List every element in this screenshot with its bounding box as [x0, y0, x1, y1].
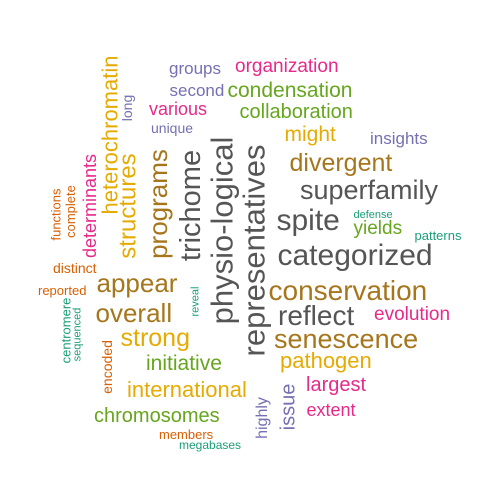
word-insights: insights	[370, 128, 428, 148]
word-various: various	[149, 99, 208, 119]
word-structures: structures	[114, 153, 142, 259]
word-collaboration: collaboration	[239, 101, 353, 123]
word-strong: strong	[120, 323, 190, 352]
word-senescence: senescence	[274, 323, 419, 354]
word-condensation: condensation	[227, 78, 353, 102]
word-groups: groups	[169, 58, 221, 78]
word-spite: spite	[276, 204, 340, 237]
word-long: long	[119, 94, 136, 122]
word-second: second	[169, 80, 225, 100]
word-highly: highly	[253, 397, 271, 439]
word-might: might	[284, 122, 336, 146]
word-encoded: encoded	[98, 340, 115, 394]
word-physio-logical: physio-logical	[204, 136, 240, 324]
word-issue: issue	[276, 383, 299, 431]
word-programs: programs	[142, 149, 173, 259]
word-divergent: divergent	[289, 148, 393, 177]
word-chromosomes: chromosomes	[94, 405, 220, 427]
word-overall: overall	[95, 298, 173, 328]
word-defense: defense	[353, 208, 393, 221]
word-complete: complete	[62, 184, 78, 238]
word-trichome: trichome	[174, 149, 207, 261]
word-unique: unique	[151, 120, 194, 136]
word-determinants: determinants	[80, 153, 101, 259]
word-appear: appear	[96, 268, 178, 298]
word-initiative: initiative	[146, 351, 222, 375]
word-largest: largest	[306, 374, 367, 396]
word-megabases: megabases	[179, 438, 242, 452]
word-superfamily: superfamily	[300, 174, 439, 205]
word-reflect: reflect	[278, 300, 355, 331]
word-representatives: representatives	[236, 144, 272, 356]
word-reported: reported	[38, 282, 87, 298]
word-patterns: patterns	[414, 227, 462, 243]
word-categorized: categorized	[277, 239, 433, 272]
word-distinct: distinct	[53, 260, 97, 276]
word-conservation: conservation	[268, 275, 428, 306]
word-extent: extent	[306, 400, 356, 420]
word-sequenced: sequenced	[71, 307, 84, 361]
word-functions: functions	[48, 187, 64, 241]
word-pathogen: pathogen	[280, 348, 372, 373]
word-yields: yields	[353, 217, 403, 239]
word-international: international	[127, 377, 247, 402]
word-evolution: evolution	[374, 303, 451, 325]
word-organization: organization	[235, 55, 339, 77]
word-reveal: reveal	[189, 286, 202, 316]
word-members: members	[159, 426, 214, 442]
